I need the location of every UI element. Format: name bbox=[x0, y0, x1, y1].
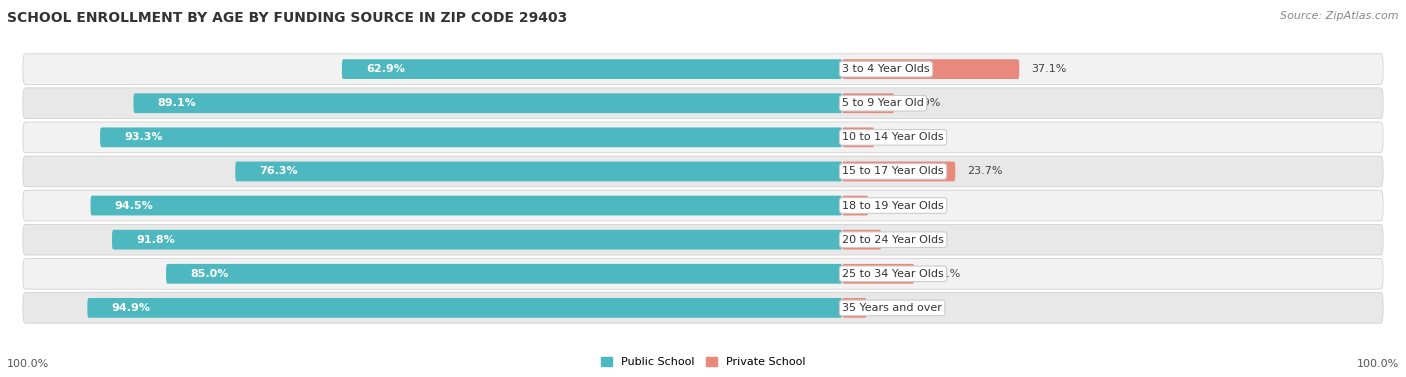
Text: 100.0%: 100.0% bbox=[7, 359, 49, 369]
FancyBboxPatch shape bbox=[842, 162, 955, 181]
FancyBboxPatch shape bbox=[22, 54, 1384, 84]
FancyBboxPatch shape bbox=[842, 264, 914, 284]
Text: 8.2%: 8.2% bbox=[893, 234, 922, 245]
FancyBboxPatch shape bbox=[22, 156, 1384, 187]
FancyBboxPatch shape bbox=[842, 127, 875, 147]
FancyBboxPatch shape bbox=[22, 88, 1384, 119]
Text: 15.1%: 15.1% bbox=[927, 269, 962, 279]
FancyBboxPatch shape bbox=[22, 224, 1384, 255]
FancyBboxPatch shape bbox=[166, 264, 842, 284]
Text: 100.0%: 100.0% bbox=[1357, 359, 1399, 369]
Text: 93.3%: 93.3% bbox=[124, 132, 163, 143]
FancyBboxPatch shape bbox=[100, 127, 842, 147]
FancyBboxPatch shape bbox=[22, 190, 1384, 221]
Text: 25 to 34 Year Olds: 25 to 34 Year Olds bbox=[842, 269, 943, 279]
FancyBboxPatch shape bbox=[22, 122, 1384, 153]
FancyBboxPatch shape bbox=[90, 196, 842, 215]
Text: SCHOOL ENROLLMENT BY AGE BY FUNDING SOURCE IN ZIP CODE 29403: SCHOOL ENROLLMENT BY AGE BY FUNDING SOUR… bbox=[7, 11, 567, 25]
Text: 5 to 9 Year Old: 5 to 9 Year Old bbox=[842, 98, 924, 108]
Text: 94.5%: 94.5% bbox=[114, 201, 153, 211]
Text: 89.1%: 89.1% bbox=[157, 98, 195, 108]
FancyBboxPatch shape bbox=[842, 230, 882, 250]
Text: 94.9%: 94.9% bbox=[111, 303, 150, 313]
Text: 91.8%: 91.8% bbox=[136, 234, 174, 245]
FancyBboxPatch shape bbox=[22, 293, 1384, 323]
Text: Source: ZipAtlas.com: Source: ZipAtlas.com bbox=[1281, 11, 1399, 21]
FancyBboxPatch shape bbox=[842, 59, 1019, 79]
Text: 20 to 24 Year Olds: 20 to 24 Year Olds bbox=[842, 234, 943, 245]
FancyBboxPatch shape bbox=[112, 230, 842, 250]
FancyBboxPatch shape bbox=[87, 298, 842, 318]
FancyBboxPatch shape bbox=[22, 258, 1384, 289]
Legend: Public School, Private School: Public School, Private School bbox=[596, 352, 810, 371]
Text: 62.9%: 62.9% bbox=[366, 64, 405, 74]
FancyBboxPatch shape bbox=[842, 93, 894, 113]
Text: 76.3%: 76.3% bbox=[259, 166, 298, 176]
Text: 18 to 19 Year Olds: 18 to 19 Year Olds bbox=[842, 201, 943, 211]
FancyBboxPatch shape bbox=[342, 59, 842, 79]
FancyBboxPatch shape bbox=[842, 196, 869, 215]
Text: 15 to 17 Year Olds: 15 to 17 Year Olds bbox=[842, 166, 943, 176]
Text: 37.1%: 37.1% bbox=[1031, 64, 1067, 74]
Text: 35 Years and over: 35 Years and over bbox=[842, 303, 942, 313]
Text: 5.1%: 5.1% bbox=[879, 303, 907, 313]
Text: 10.9%: 10.9% bbox=[905, 98, 942, 108]
FancyBboxPatch shape bbox=[134, 93, 842, 113]
Text: 23.7%: 23.7% bbox=[967, 166, 1002, 176]
Text: 5.5%: 5.5% bbox=[880, 201, 908, 211]
Text: 10 to 14 Year Olds: 10 to 14 Year Olds bbox=[842, 132, 943, 143]
Text: 85.0%: 85.0% bbox=[190, 269, 228, 279]
Text: 3 to 4 Year Olds: 3 to 4 Year Olds bbox=[842, 64, 929, 74]
Text: 6.7%: 6.7% bbox=[886, 132, 914, 143]
FancyBboxPatch shape bbox=[235, 162, 842, 181]
FancyBboxPatch shape bbox=[842, 298, 866, 318]
